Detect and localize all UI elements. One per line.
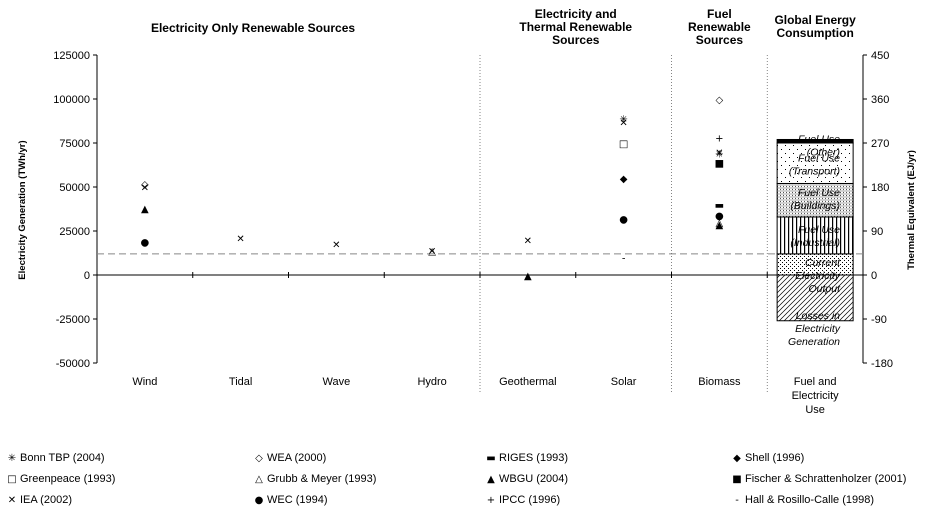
heading-global-consumption: Global Energy Consumption [774, 13, 856, 40]
category-label: Wave [323, 376, 351, 388]
y2-tick-label: -90 [871, 314, 887, 326]
heading-electricity-only: Electricity Only Renewable Sources [151, 21, 355, 35]
legend-marker: □ [7, 474, 16, 485]
consumption-labels: Fuel Use (Other)Fuel Use (Transport)Fuel U… [788, 133, 841, 348]
legend-marker: - [735, 495, 739, 506]
data-point: ✕ [715, 148, 723, 159]
data-point: ◆ [620, 174, 628, 185]
legend-marker: ▲ [487, 474, 495, 485]
category-label: Tidal [229, 376, 252, 388]
legend-entry: RIGES (1993) [499, 452, 568, 464]
category-label: Wind [132, 376, 157, 388]
legend-marker: + [487, 495, 495, 506]
y-tick-label: 0 [84, 270, 90, 282]
y-tick-label: 100000 [53, 94, 90, 106]
y-tick-label: 75000 [59, 138, 90, 150]
data-point: □ [619, 139, 628, 150]
plot-frame [97, 55, 863, 393]
consumption-segment-label: Losses in Electricity Generation [788, 310, 841, 348]
y-tick-label: 25000 [59, 226, 90, 238]
data-point: ● [715, 211, 724, 222]
data-point: ✕ [332, 240, 340, 251]
y-tick-label: -50000 [56, 358, 90, 370]
legend-entry: IEA (2002) [20, 494, 72, 506]
category-label: Solar [611, 376, 637, 388]
category-label: Geothermal [499, 376, 556, 388]
consumption-segment-label: Fuel Use (Industrial) [790, 224, 840, 249]
data-point: ◇ [716, 95, 724, 106]
consumption-segment-label: Fuel Use (Buildings) [790, 187, 840, 212]
legend-entry: Fischer & Schrattenholzer (2001) [745, 473, 906, 485]
data-point: ● [619, 215, 628, 226]
y2-tick-label: 360 [871, 94, 889, 106]
category-label: Hydro [417, 376, 446, 388]
y2-tick-label: 270 [871, 138, 889, 150]
legend-entry: Shell (1996) [745, 452, 804, 464]
legend-entry: WBGU (2004) [499, 473, 568, 485]
category-label: Biomass [698, 376, 741, 388]
data-point: ✕ [428, 246, 436, 257]
data-point: ▬ [715, 201, 724, 212]
data-point: - [622, 253, 626, 264]
legend-marker: ■ [732, 474, 741, 485]
legend-entry: Greenpeace (1993) [20, 473, 115, 485]
legend-entry: Hall & Rosillo-Calle (1998) [745, 494, 874, 506]
y-tick-label: 125000 [53, 50, 90, 62]
legend-marker: ✕ [8, 495, 16, 506]
y2-tick-label: 90 [871, 226, 883, 238]
legend-marker: ◇ [255, 453, 263, 464]
y2-tick-label: 180 [871, 182, 889, 194]
y2-tick-label: -180 [871, 358, 893, 370]
legend-entry: IPCC (1996) [499, 494, 560, 506]
y-tick-label: -25000 [56, 314, 90, 326]
data-point: ✕ [236, 234, 244, 245]
y2-axis: 450 360 270 180 90 0 -90 -180 [863, 50, 893, 370]
legend-entry: Grubb & Meyer (1993) [267, 473, 376, 485]
legend-entry: Bonn TBP (2004) [20, 452, 105, 464]
legend-marker: △ [255, 474, 263, 485]
y2-axis-title: Thermal Equivalent (EJ/yr) [906, 150, 917, 270]
legend-marker: ◆ [733, 453, 741, 464]
data-point: ✕ [619, 118, 627, 129]
legend: ✳ Bonn TBP (2004) ◇ WEA (2000) ▬ RIGES (1993)… [7, 452, 906, 506]
y-axis: 125000 100000 75000 50000 25000 0 -25000 -50000 [53, 50, 97, 370]
y-axis-title: Electricity Generation (TWh/yr) [17, 140, 28, 279]
y-tick-label: 50000 [59, 182, 90, 194]
legend-marker: ● [255, 495, 264, 506]
heading-electricity-thermal: Electricity and Thermal Renewable Sources [519, 7, 632, 47]
category-label: Fuel and Electricity Use [792, 376, 840, 416]
data-point: ▲ [141, 204, 149, 215]
data-point: ✕ [141, 183, 149, 194]
data-point: ■ [715, 158, 724, 169]
y2-tick-label: 0 [871, 270, 877, 282]
legend-entry: WEC (1994) [267, 494, 328, 506]
legend-marker: ✳ [8, 453, 16, 464]
data-point: ● [141, 238, 150, 249]
legend-entry: WEA (2000) [267, 452, 326, 464]
data-point: ▲ [524, 271, 532, 282]
x-axis: Wind Tidal Wave Hydro Geothermal Solar Biomass… [132, 376, 839, 416]
heading-fuel-renewable: Fuel Renewable Sources [688, 7, 751, 47]
y2-tick-label: 450 [871, 50, 889, 62]
data-point: + [715, 134, 723, 145]
data-point: ✕ [524, 236, 532, 247]
legend-marker: ▬ [486, 453, 495, 464]
